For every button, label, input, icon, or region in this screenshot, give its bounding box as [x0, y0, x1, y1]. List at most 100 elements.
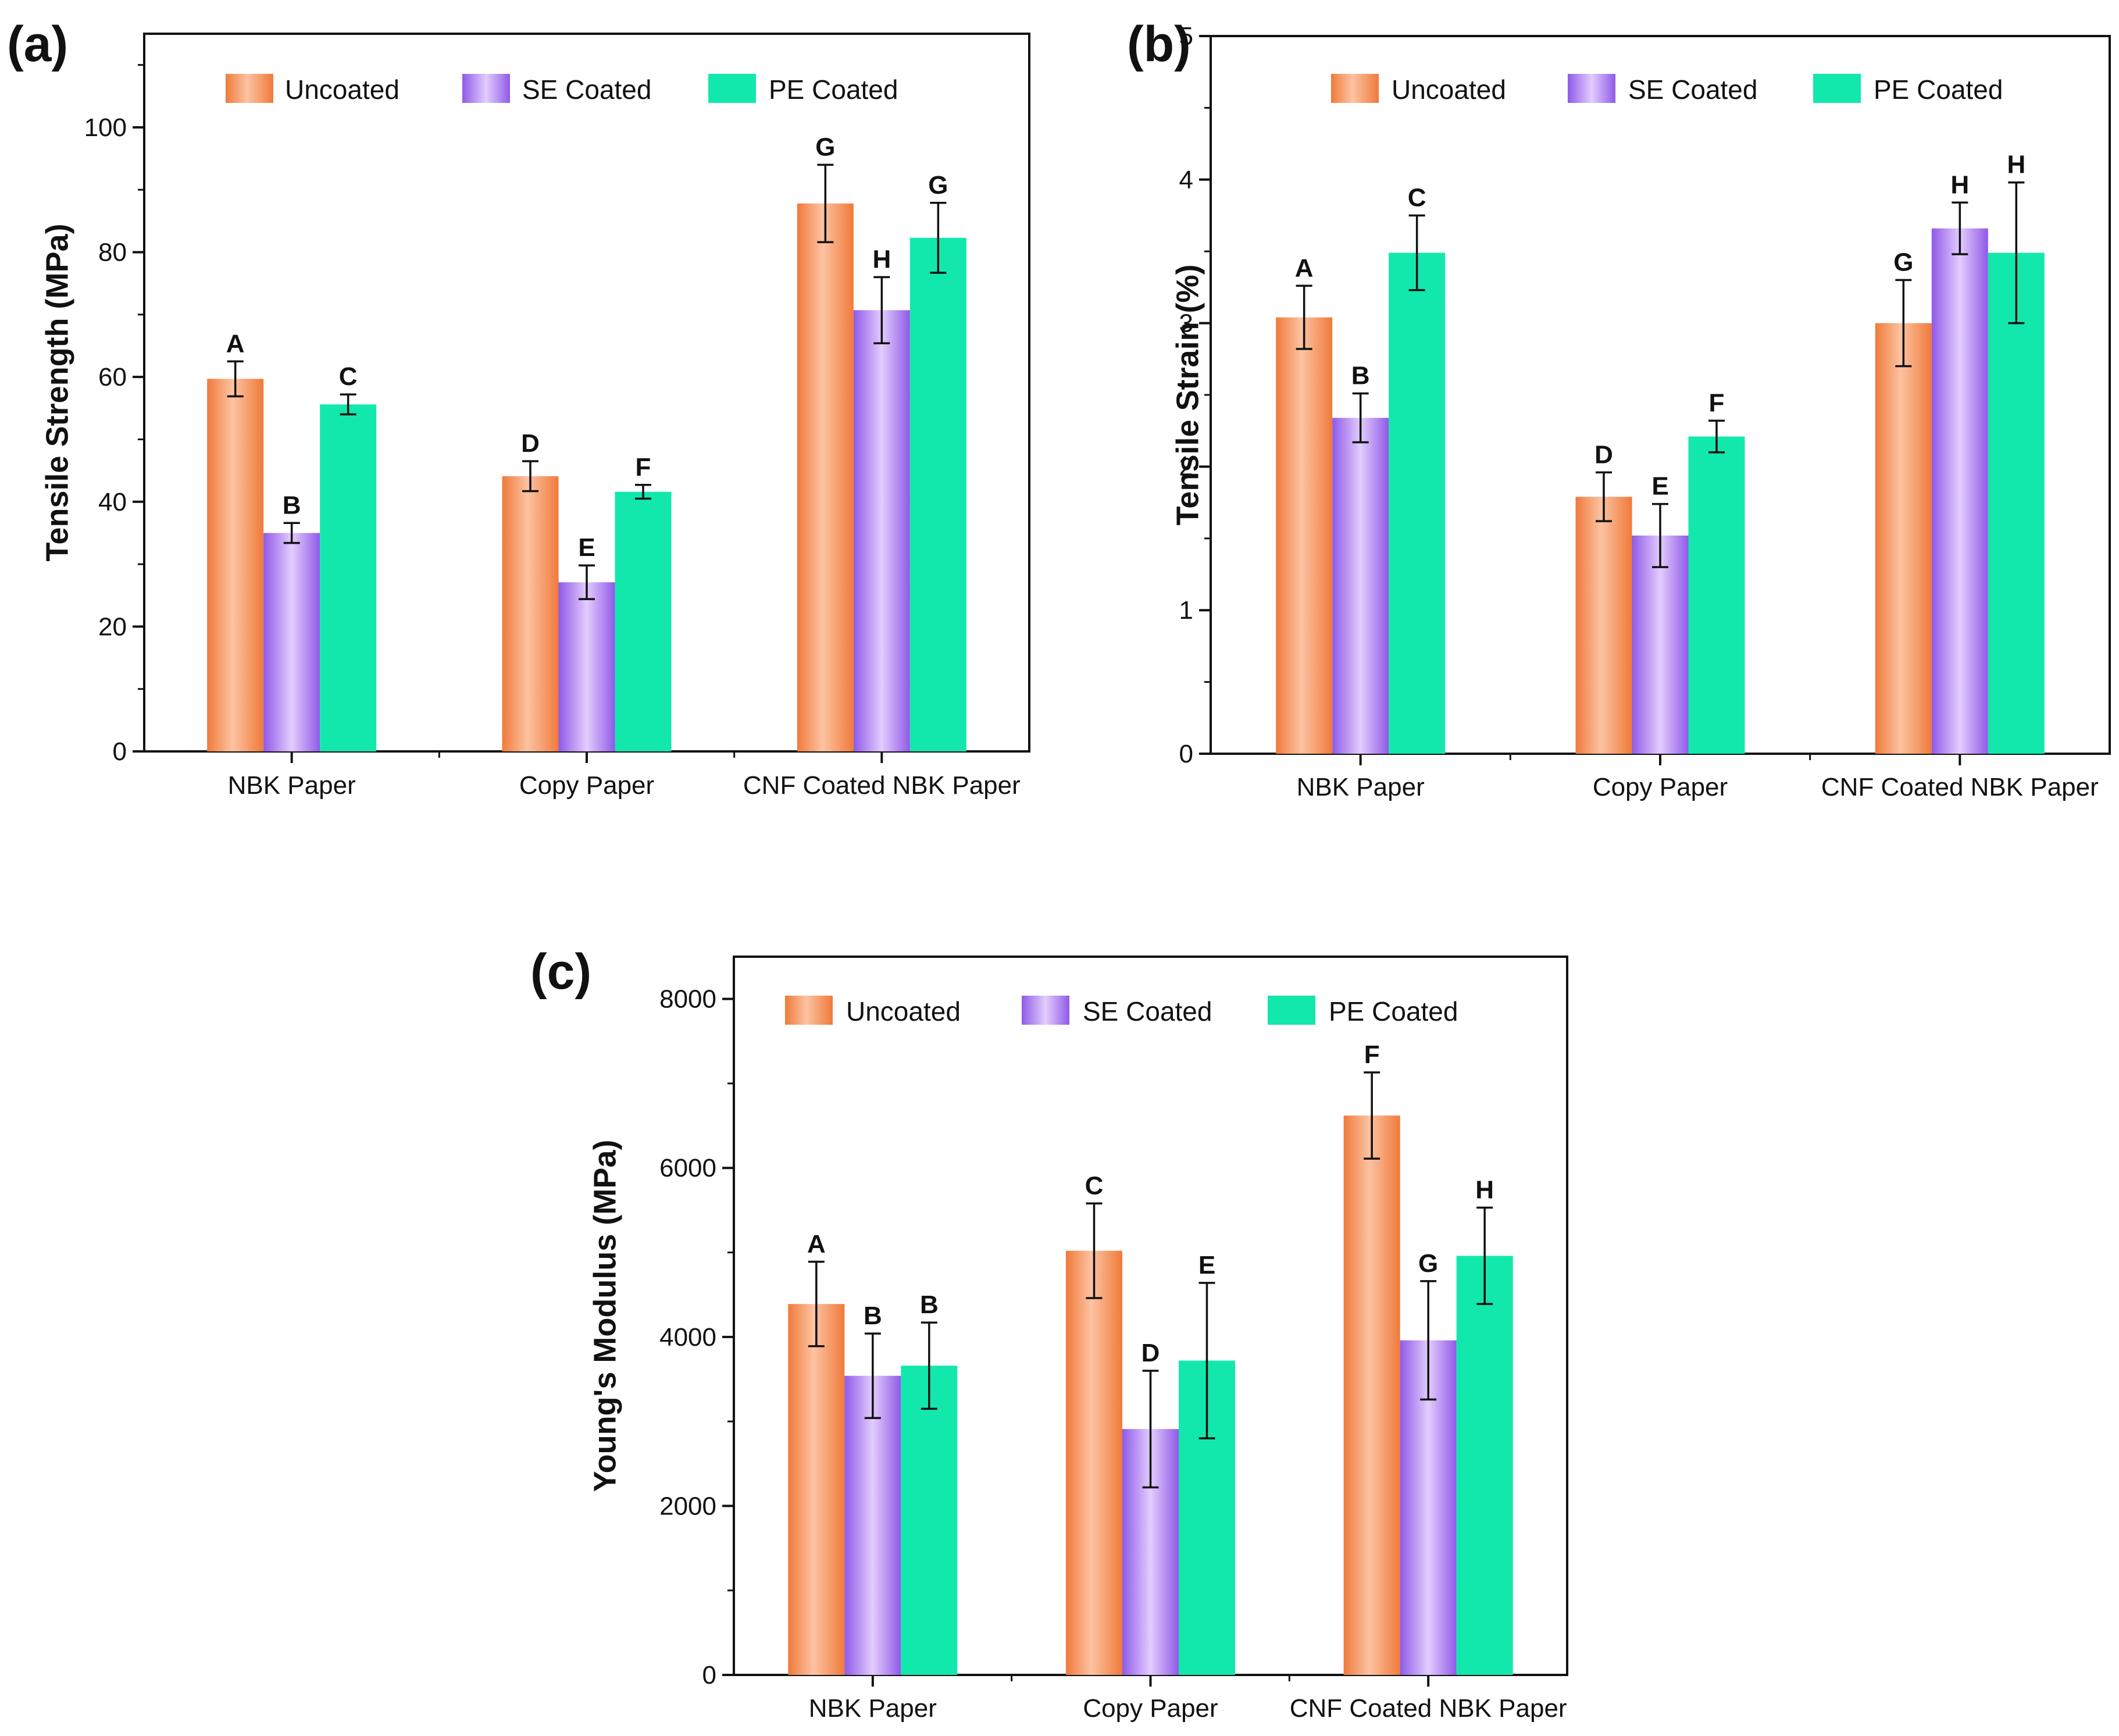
error-bar: [817, 163, 834, 244]
y-tick-label: 8000: [659, 985, 716, 1014]
bar-pe-coated: [901, 1366, 958, 1675]
significance-letter: B: [283, 491, 301, 519]
significance-letter: B: [920, 1291, 939, 1319]
legend-label: PE Coated: [1874, 74, 2003, 105]
error-bar: [2008, 181, 2025, 325]
y-tick-label: 5: [1179, 22, 1193, 51]
y-tick-label: 1: [1179, 596, 1193, 625]
significance-letter: E: [1198, 1251, 1215, 1279]
error-bar: [1476, 1206, 1493, 1305]
significance-letter: E: [578, 533, 595, 562]
bar-uncoated: [207, 379, 264, 751]
x-category-label: CNF Coated NBK Paper: [1290, 1694, 1567, 1723]
significance-letter: H: [1950, 170, 1969, 199]
bar-se-coated: [844, 1375, 901, 1675]
error-bar: [1708, 419, 1725, 454]
bar-se-coated: [1632, 535, 1689, 754]
legend-label: SE Coated: [1628, 74, 1757, 105]
x-category-label: NBK Paper: [228, 771, 356, 800]
legend: Uncoated SE Coated PE Coated: [1331, 74, 2003, 105]
legend-swatch-pe-coated: [1268, 996, 1315, 1025]
significance-letter: F: [1364, 1040, 1380, 1069]
error-bar: [930, 202, 947, 274]
error-bar: [1142, 1370, 1159, 1489]
panel-label: (a): [7, 16, 68, 72]
legend-swatch-se-coated: [1022, 996, 1069, 1025]
significance-letter: B: [1351, 362, 1370, 390]
y-tick-label: 80: [98, 238, 127, 267]
bar-pe-coated: [615, 491, 672, 751]
x-category-label: Copy Paper: [519, 771, 654, 800]
x-category-label: Copy Paper: [1593, 773, 1728, 801]
error-bar: [1086, 1202, 1103, 1299]
legend-swatch-se-coated: [462, 74, 510, 103]
legend-swatch-uncoated: [785, 996, 833, 1025]
legend-label: Uncoated: [846, 996, 961, 1026]
bar-se-coated: [263, 533, 320, 751]
panel-label: (b): [1127, 16, 1191, 72]
y-tick-label: 6000: [659, 1154, 716, 1182]
error-bar: [340, 393, 356, 416]
significance-letter: C: [339, 362, 358, 391]
y-tick-label: 3: [1179, 309, 1193, 338]
bar-uncoated: [1875, 323, 1932, 754]
bar-uncoated: [1575, 497, 1632, 754]
significance-letter: H: [872, 245, 891, 273]
x-category-label: NBK Paper: [1297, 773, 1425, 801]
legend-label: Uncoated: [1392, 74, 1506, 105]
y-tick-label: 40: [98, 488, 127, 516]
significance-letter: A: [807, 1230, 826, 1259]
x-category-label: Copy Paper: [1083, 1694, 1218, 1723]
panel-c: (c) 0 2000 4000 6000 8000 Young's Modulus (MPa…: [530, 944, 1568, 1723]
legend-label: SE Coated: [1083, 996, 1212, 1026]
y-axis-title: Tensile Strength (MPa): [40, 223, 74, 561]
bar-se-coated: [1931, 228, 1988, 754]
error-bar: [921, 1321, 937, 1410]
significance-letter: H: [2007, 151, 2025, 179]
panel-b: (b) 0 1 2 3 4 5 Tensile Strain (%) NBK Paper A B C C…: [1127, 16, 2111, 801]
significance-letter: A: [226, 329, 245, 358]
y-tick-label: 60: [98, 363, 127, 391]
bar-pe-coated: [1688, 436, 1745, 754]
error-bar: [1895, 279, 1912, 368]
bar-uncoated: [1343, 1115, 1400, 1675]
y-tick-label: 100: [84, 113, 127, 142]
error-bar: [1364, 1071, 1380, 1160]
error-bar: [864, 1332, 881, 1420]
significance-letter: F: [636, 453, 651, 482]
panel-label: (c): [530, 944, 591, 1000]
y-tick-label: 0: [702, 1661, 716, 1689]
bar-pe-coated: [1389, 252, 1446, 754]
y-tick-label: 4: [1179, 166, 1193, 194]
error-bar: [522, 460, 538, 493]
significance-letter: B: [864, 1302, 882, 1330]
y-tick-label: 0: [1179, 740, 1193, 768]
bar-pe-coated: [320, 404, 377, 751]
legend-swatch-uncoated: [226, 74, 273, 103]
legend: Uncoated SE Coated PE Coated: [226, 74, 898, 105]
y-tick-label: 20: [98, 612, 127, 641]
y-tick-label: 2000: [659, 1492, 716, 1520]
error-bar: [808, 1260, 825, 1348]
significance-letter: F: [1709, 388, 1725, 417]
significance-letter: G: [1418, 1249, 1438, 1278]
y-tick-label: 0: [113, 737, 127, 766]
bar-se-coated: [853, 310, 910, 751]
legend-swatch-pe-coated: [708, 74, 756, 103]
error-bar: [1420, 1280, 1437, 1401]
bar-pe-coated: [909, 237, 966, 751]
error-bar: [1596, 471, 1612, 522]
legend: Uncoated SE Coated PE Coated: [785, 996, 1458, 1026]
error-bar: [1198, 1282, 1215, 1439]
y-tick-label: 2: [1179, 452, 1193, 481]
error-bar: [635, 484, 651, 500]
y-axis-title: Young's Modulus (MPa): [587, 1140, 622, 1492]
significance-letter: C: [1408, 184, 1426, 212]
bar-uncoated: [1276, 317, 1333, 754]
legend-swatch-se-coated: [1568, 74, 1615, 103]
bar-se-coated: [1332, 418, 1389, 754]
legend-swatch-uncoated: [1331, 74, 1379, 103]
error-bar: [1652, 502, 1668, 568]
